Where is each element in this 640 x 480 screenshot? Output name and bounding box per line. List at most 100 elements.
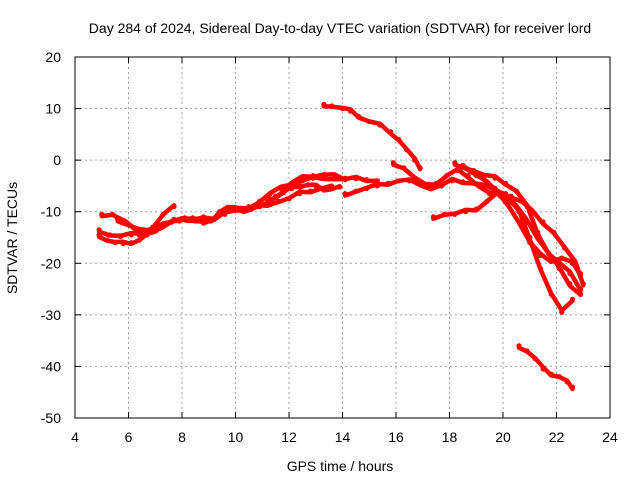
data-point <box>532 356 538 362</box>
data-point <box>417 165 423 171</box>
data-point <box>556 374 562 380</box>
data-point <box>524 348 530 354</box>
data-point <box>460 179 466 185</box>
x-tick-label: 4 <box>71 429 79 445</box>
data-point <box>412 175 418 181</box>
data-point <box>160 211 166 217</box>
data-point <box>313 183 319 189</box>
y-tick-label: 20 <box>45 49 61 65</box>
data-point <box>364 177 370 183</box>
data-point <box>321 172 327 178</box>
data-point <box>548 291 554 297</box>
data-point <box>310 173 316 179</box>
data-point <box>136 232 142 238</box>
data-point <box>545 250 552 256</box>
data-point <box>578 291 584 297</box>
x-tick-label: 10 <box>228 429 244 445</box>
data-point <box>569 296 576 302</box>
x-tick-label: 24 <box>602 429 618 445</box>
y-tick-label: -30 <box>41 307 61 323</box>
data-point <box>265 201 271 207</box>
x-tick-label: 6 <box>125 429 133 445</box>
data-point <box>388 129 394 135</box>
data-point <box>559 255 565 261</box>
data-point <box>377 122 383 128</box>
data-point <box>366 118 372 125</box>
data-point <box>516 343 522 349</box>
y-tick-label: -40 <box>41 358 61 374</box>
data-point <box>342 191 348 197</box>
data-point <box>548 371 554 377</box>
data-point <box>430 214 436 220</box>
y-tick-label: 0 <box>53 152 61 168</box>
data-point <box>168 219 174 225</box>
data-point <box>107 232 113 238</box>
data-point <box>353 188 359 194</box>
data-point <box>537 252 544 259</box>
data-point <box>540 219 546 225</box>
data-point <box>404 147 410 153</box>
data-point <box>487 191 493 197</box>
data-point <box>299 175 305 181</box>
data-point <box>580 281 586 287</box>
x-tick-label: 8 <box>178 429 186 445</box>
data-series <box>96 101 586 392</box>
data-point <box>463 209 469 215</box>
data-point <box>331 173 338 179</box>
data-point <box>257 198 263 204</box>
data-point <box>211 216 217 222</box>
data-point <box>569 260 576 266</box>
data-point <box>505 196 511 202</box>
data-point <box>275 198 281 204</box>
data-point <box>112 240 118 246</box>
data-point <box>385 180 391 186</box>
x-axis-label: GPS time / hours <box>287 458 394 474</box>
data-point <box>318 185 324 192</box>
data-point <box>329 184 335 190</box>
data-point <box>561 245 568 251</box>
data-point <box>556 260 562 266</box>
data-point <box>452 160 458 166</box>
data-point <box>171 204 177 210</box>
data-point <box>356 113 362 119</box>
data-point <box>150 224 156 230</box>
data-point <box>503 180 509 186</box>
data-point <box>438 183 445 189</box>
data-point <box>232 206 239 212</box>
data-point <box>297 191 303 197</box>
data-point <box>117 233 124 240</box>
data-point <box>289 180 295 186</box>
data-point <box>406 178 412 184</box>
data-point <box>307 188 313 194</box>
data-point <box>471 167 477 174</box>
data-point <box>495 188 501 194</box>
data-point <box>527 234 533 241</box>
y-axis-label: SDTVAR / TECUs <box>4 182 20 294</box>
data-point <box>481 173 487 179</box>
data-point <box>433 180 439 186</box>
data-point <box>524 204 530 210</box>
data-point <box>396 178 402 184</box>
y-tick-label: -10 <box>41 204 61 220</box>
data-point <box>321 101 327 107</box>
x-tick-label: 18 <box>442 429 458 445</box>
data-point <box>200 214 206 220</box>
data-point <box>158 224 164 230</box>
data-point <box>396 136 402 143</box>
data-point <box>123 219 129 225</box>
data-point <box>551 229 557 235</box>
data-point <box>473 206 479 212</box>
data-point <box>569 384 576 390</box>
y-tick-label: -20 <box>41 255 61 271</box>
data-point <box>128 240 134 246</box>
data-point <box>222 211 228 217</box>
data-point <box>267 191 273 197</box>
data-point <box>516 219 522 225</box>
data-point <box>422 183 428 189</box>
data-point <box>535 229 541 235</box>
data-point <box>537 265 544 271</box>
data-point <box>104 237 110 243</box>
data-point <box>136 237 142 243</box>
data-point <box>267 196 273 202</box>
